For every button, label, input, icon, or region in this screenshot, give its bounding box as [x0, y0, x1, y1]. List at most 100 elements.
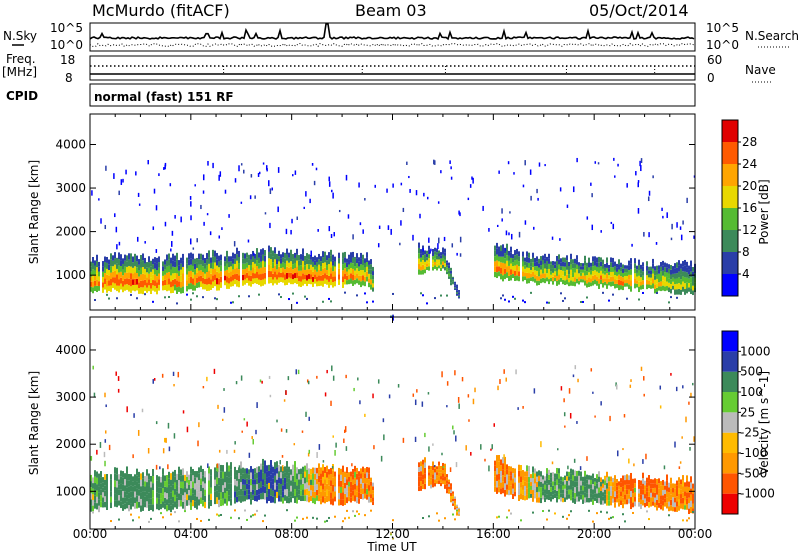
- power-cell: [672, 273, 674, 278]
- velocity-cell: [346, 467, 348, 474]
- power-cell: [534, 274, 536, 279]
- velocity-cell: [312, 491, 314, 498]
- velocity-cell: [322, 496, 324, 503]
- power-cell: [434, 247, 436, 252]
- velocity-cell: [656, 505, 658, 511]
- power-cell: [136, 261, 138, 268]
- velocity-cell: [274, 462, 276, 470]
- power-cell: [608, 264, 610, 269]
- velocity-cell: [310, 479, 312, 485]
- velocity-cell: [568, 489, 570, 495]
- power-cell: [612, 271, 614, 277]
- power-cell: [362, 275, 364, 281]
- velocity-cell: [632, 478, 634, 484]
- power-cell: [276, 269, 278, 275]
- power-cell: [258, 171, 261, 175]
- velocity-cell: [148, 492, 150, 499]
- velocity-cell: [542, 483, 544, 488]
- power-cell: [180, 275, 182, 282]
- velocity-cell: [248, 489, 250, 495]
- power-cell: [92, 281, 94, 288]
- velocity-cell: [570, 489, 572, 496]
- power-cell: [444, 248, 446, 253]
- power-cell: [450, 267, 452, 271]
- power-cell: [310, 274, 312, 280]
- power-cell: [250, 259, 252, 265]
- velocity-cell: [150, 493, 152, 499]
- velocity-cell: [558, 483, 560, 489]
- power-cell: [104, 284, 106, 290]
- power-cell: [152, 258, 154, 265]
- power-cell: [212, 162, 214, 169]
- power-cell: [660, 271, 662, 277]
- velocity-cell: [182, 481, 184, 489]
- velocity-cell: [424, 467, 426, 474]
- velocity-cell: [455, 462, 458, 468]
- power-cell: [296, 248, 298, 255]
- velocity-cell: [280, 428, 283, 432]
- power-cell: [264, 212, 267, 215]
- velocity-cell: [168, 471, 170, 479]
- velocity-cell: [276, 473, 278, 480]
- velocity-cell: [392, 519, 394, 522]
- velocity-cell: [286, 468, 288, 476]
- power-cell: [342, 258, 344, 265]
- power-cell: [574, 263, 576, 268]
- power-cell: [678, 277, 680, 284]
- power-cell: [514, 297, 516, 300]
- velocity-cell: [304, 483, 306, 490]
- velocity-cell: [348, 472, 350, 477]
- power-cell: [690, 260, 692, 267]
- power-cell: [356, 273, 358, 279]
- power-cell: [620, 285, 622, 290]
- velocity-cell: [354, 514, 356, 517]
- velocity-cell: [455, 435, 457, 442]
- velocity-cell: [660, 485, 662, 491]
- velocity-cell: [186, 482, 188, 489]
- velocity-cell: [117, 388, 120, 393]
- velocity-cell: [496, 455, 498, 462]
- power-cell: [684, 265, 686, 272]
- power-cell: [277, 206, 279, 213]
- velocity-cell: [606, 511, 608, 514]
- power-cell: [692, 281, 694, 286]
- power-cell: [333, 232, 335, 237]
- velocity-cell: [354, 465, 356, 472]
- power-cell: [114, 277, 116, 284]
- power-cell: [120, 283, 122, 290]
- velocity-cell: [678, 477, 680, 483]
- velocity-cell: [604, 475, 606, 481]
- velocity-cell: [300, 468, 302, 475]
- power-cell: [626, 283, 628, 287]
- power-cell: [572, 276, 574, 282]
- date-title: 05/Oct/2014: [589, 1, 689, 20]
- power-cell: [354, 266, 356, 271]
- power-cell: [152, 264, 154, 270]
- power-cell: [272, 262, 274, 269]
- power-cell: [192, 272, 194, 279]
- power-cell: [136, 273, 138, 279]
- velocity-cell: [132, 481, 134, 487]
- velocity-cell: [148, 504, 150, 511]
- power-cell: [114, 264, 116, 271]
- velocity-cell: [172, 471, 174, 479]
- velocity-cell: [230, 498, 232, 506]
- velocity-cell: [442, 477, 444, 481]
- power-cell: [423, 192, 425, 197]
- velocity-cell: [330, 400, 332, 406]
- velocity-cell: [343, 438, 345, 443]
- velocity-cell: [680, 498, 682, 504]
- power-cell: [546, 265, 548, 270]
- power-cell: [258, 252, 260, 258]
- velocity-cell: [688, 492, 690, 498]
- power-cell: [258, 257, 260, 264]
- power-cell: [668, 268, 670, 274]
- velocity-cell: [116, 500, 118, 508]
- velocity-cell: [678, 466, 681, 469]
- power-cell: [514, 270, 516, 276]
- velocity-cell: [90, 474, 92, 482]
- power-cell: [678, 283, 680, 289]
- power-cbar-label: Power [dB]: [757, 179, 771, 244]
- power-cell: [616, 263, 618, 268]
